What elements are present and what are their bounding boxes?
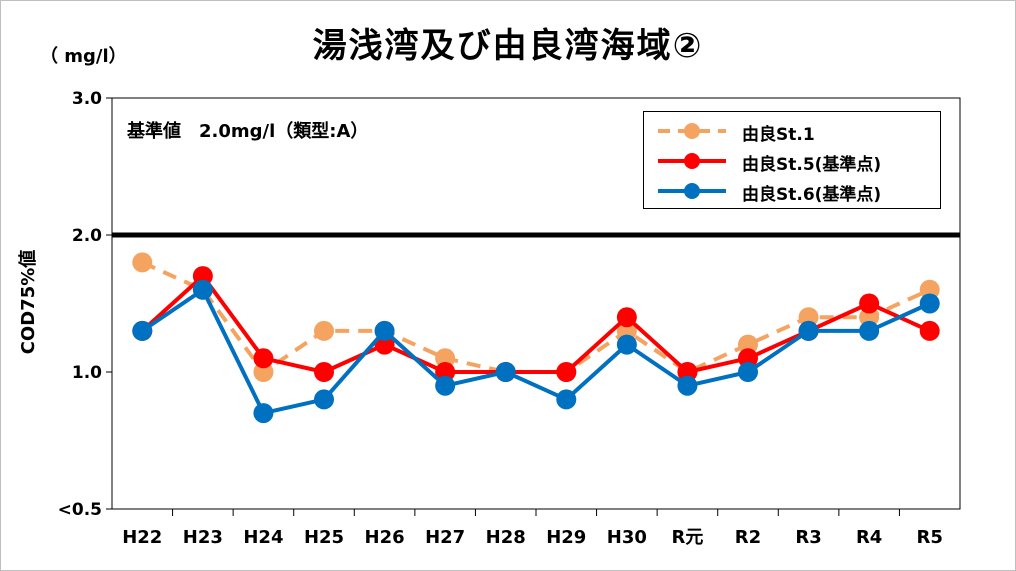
- series-line-2: [141, 287, 931, 416]
- series-point-0: [435, 348, 456, 369]
- series-point-1: [192, 266, 213, 287]
- legend-label-st6: 由良St.6(基準点): [742, 185, 882, 205]
- standard-note: 基準値 2.0mg/l（類型:A）: [127, 121, 369, 142]
- series-point-0: [798, 307, 819, 328]
- series-point-0: [859, 307, 880, 328]
- y-tick-label: 1.0: [72, 363, 102, 383]
- series-point-1: [314, 362, 334, 382]
- series-point-1: [374, 334, 395, 355]
- x-tick-label: H23: [183, 527, 223, 548]
- legend-item-st6: 由良St.6(基準点): [644, 176, 940, 206]
- series-point-1: [435, 362, 456, 382]
- series-point-2: [132, 320, 153, 341]
- x-tick-label: R2: [735, 527, 761, 548]
- legend-item-st1: 由良St.1: [644, 116, 940, 146]
- series-point-2: [495, 362, 516, 382]
- series-point-0: [919, 279, 940, 300]
- legend: 由良St.1 由良St.5(基準点) 由良St.6(基準点): [643, 111, 941, 209]
- series-point-0: [253, 362, 274, 382]
- x-tick-label: R3: [795, 527, 821, 548]
- series-point-2: [859, 320, 880, 341]
- legend-label-st5: 由良St.5(基準点): [742, 155, 882, 175]
- series-point-2: [374, 320, 395, 341]
- series-point-2: [435, 375, 456, 396]
- x-tick-label: H27: [425, 527, 465, 548]
- x-tick-label: H25: [304, 527, 344, 548]
- series-point-2: [556, 389, 577, 410]
- series-point-2: [314, 389, 334, 410]
- series-point-1: [859, 293, 880, 314]
- x-tick-label: H29: [546, 527, 586, 548]
- series-point-0: [132, 252, 153, 273]
- series-point-0: [314, 320, 334, 341]
- series-point-2: [616, 334, 637, 355]
- legend-label-st1: 由良St.1: [742, 125, 815, 145]
- x-tick-label: H22: [122, 527, 162, 548]
- unit-label: （ mg/l）: [40, 46, 127, 67]
- y-tick-label: 2.0: [72, 226, 102, 246]
- series-point-0: [616, 320, 637, 341]
- x-tick-label: H24: [243, 527, 283, 548]
- series-point-1: [616, 307, 637, 328]
- series-point-1: [677, 362, 698, 382]
- y-tick-label: <0.5: [58, 500, 102, 520]
- series-point-1: [556, 362, 577, 382]
- x-tick-label: H28: [486, 527, 526, 548]
- series-point-2: [677, 375, 698, 396]
- series-point-1: [253, 348, 274, 369]
- series-point-2: [738, 362, 758, 382]
- x-tick-label: R元: [671, 527, 703, 548]
- x-tick-label: R4: [856, 527, 882, 548]
- series-point-2: [253, 403, 274, 424]
- series-point-2: [192, 279, 213, 300]
- legend-item-st5: 由良St.5(基準点): [644, 146, 940, 176]
- chart-title: 湯浅湾及び由良湾海域②: [312, 26, 704, 66]
- y-tick-label: 3.0: [72, 89, 102, 109]
- x-tick-label: H30: [607, 527, 647, 548]
- series-point-2: [919, 293, 940, 314]
- series-point-0: [738, 334, 758, 355]
- series-point-2: [798, 320, 819, 341]
- x-tick-label: H26: [365, 527, 405, 548]
- series-point-1: [738, 348, 758, 369]
- x-tick-label: R5: [917, 527, 943, 548]
- series-point-1: [919, 320, 940, 341]
